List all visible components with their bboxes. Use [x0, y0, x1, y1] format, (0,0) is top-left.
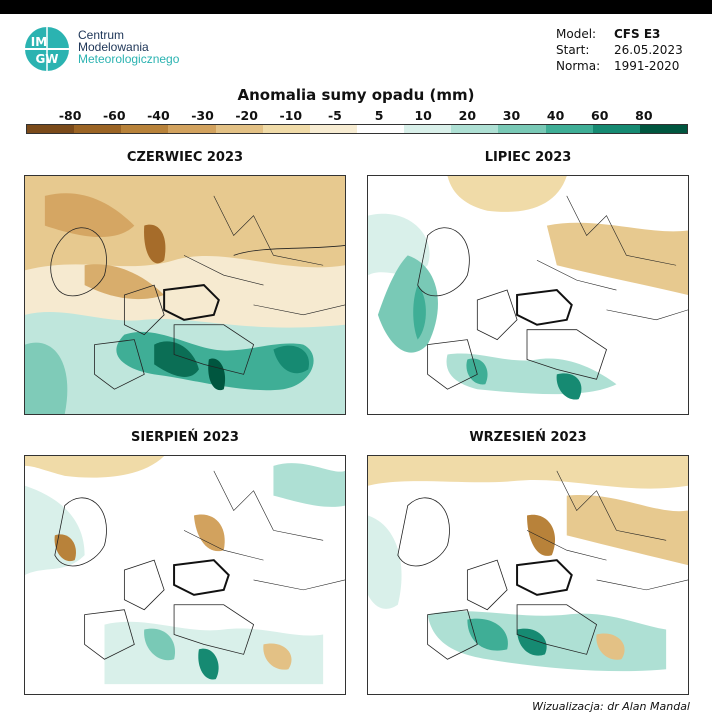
legend-tick-label: -60	[102, 108, 126, 123]
legend-swatch	[262, 125, 310, 133]
legend-swatch	[215, 125, 263, 133]
legend-colorbar	[26, 124, 688, 134]
legend-tick-label: -5	[327, 108, 342, 123]
legend-tick-label: -30	[191, 108, 214, 123]
legend-swatch	[27, 125, 75, 133]
legend-tick-label: 60	[591, 108, 609, 123]
legend-swatch	[451, 125, 499, 133]
legend-tick-label: -80	[58, 108, 82, 123]
imgw-logo: IM GW Centrum Modelowania Meteorologiczn…	[24, 26, 224, 74]
legend-tick-label: 40	[546, 108, 565, 123]
imgw-logo-icon: IM GW	[25, 27, 69, 71]
start-value: 26.05.2023	[614, 43, 683, 57]
legend-swatch	[545, 125, 593, 133]
logo-line-2: Modelowania	[78, 40, 149, 54]
panel-title-august: SIERPIEŃ 2023	[131, 430, 239, 445]
map-august	[24, 455, 346, 695]
legend-tick-label: -10	[279, 108, 303, 123]
legend-tick-label: 30	[502, 108, 521, 123]
legend-tick-label: 80	[635, 108, 653, 123]
map-july	[367, 175, 689, 415]
norma-label: Norma:	[556, 59, 601, 73]
model-label: Model:	[556, 27, 597, 41]
map-title: Anomalia sumy opadu (mm)	[237, 86, 475, 104]
legend-swatch	[592, 125, 640, 133]
model-value: CFS E3	[614, 27, 661, 41]
map-september	[367, 455, 689, 695]
legend-swatch	[404, 125, 452, 133]
panel-title-june: CZERWIEC 2023	[126, 150, 244, 165]
start-label: Start:	[556, 43, 590, 57]
panel-title-september: WRZESIEŃ 2023	[469, 430, 587, 445]
legend-tick-label: 10	[414, 108, 432, 123]
logo-mark-bottom: GW	[35, 52, 58, 66]
map-june	[24, 175, 346, 415]
logo-line-1: Centrum	[78, 28, 125, 42]
color-legend: -80 -60 -40 -30 -20 -10 -5 5 10 20 30 40 60 80	[26, 108, 688, 138]
legend-swatch	[309, 125, 357, 133]
legend-swatch	[168, 125, 216, 133]
logo-mark-top: IM	[31, 35, 47, 49]
logo-line-3: Meteorologicznego	[78, 52, 180, 66]
legend-swatch	[121, 125, 169, 133]
legend-swatch	[356, 125, 405, 133]
legend-swatch	[639, 125, 687, 133]
legend-tick-label: 20	[458, 108, 477, 123]
legend-swatch	[498, 125, 546, 133]
credit-text: Wizualizacja: dr Alan Mandal	[532, 700, 690, 713]
legend-tick-label: -40	[147, 108, 170, 123]
norma-value: 1991-2020	[614, 59, 680, 73]
legend-swatch	[74, 125, 122, 133]
panel-title-july: LIPIEC 2023	[484, 150, 572, 165]
top-bar	[0, 0, 712, 14]
legend-tick-label: -20	[235, 108, 258, 123]
model-info: Model: CFS E3 Start: 26.05.2023 Norma: 1991…	[556, 26, 683, 74]
legend-tick-label: 5	[374, 108, 384, 123]
